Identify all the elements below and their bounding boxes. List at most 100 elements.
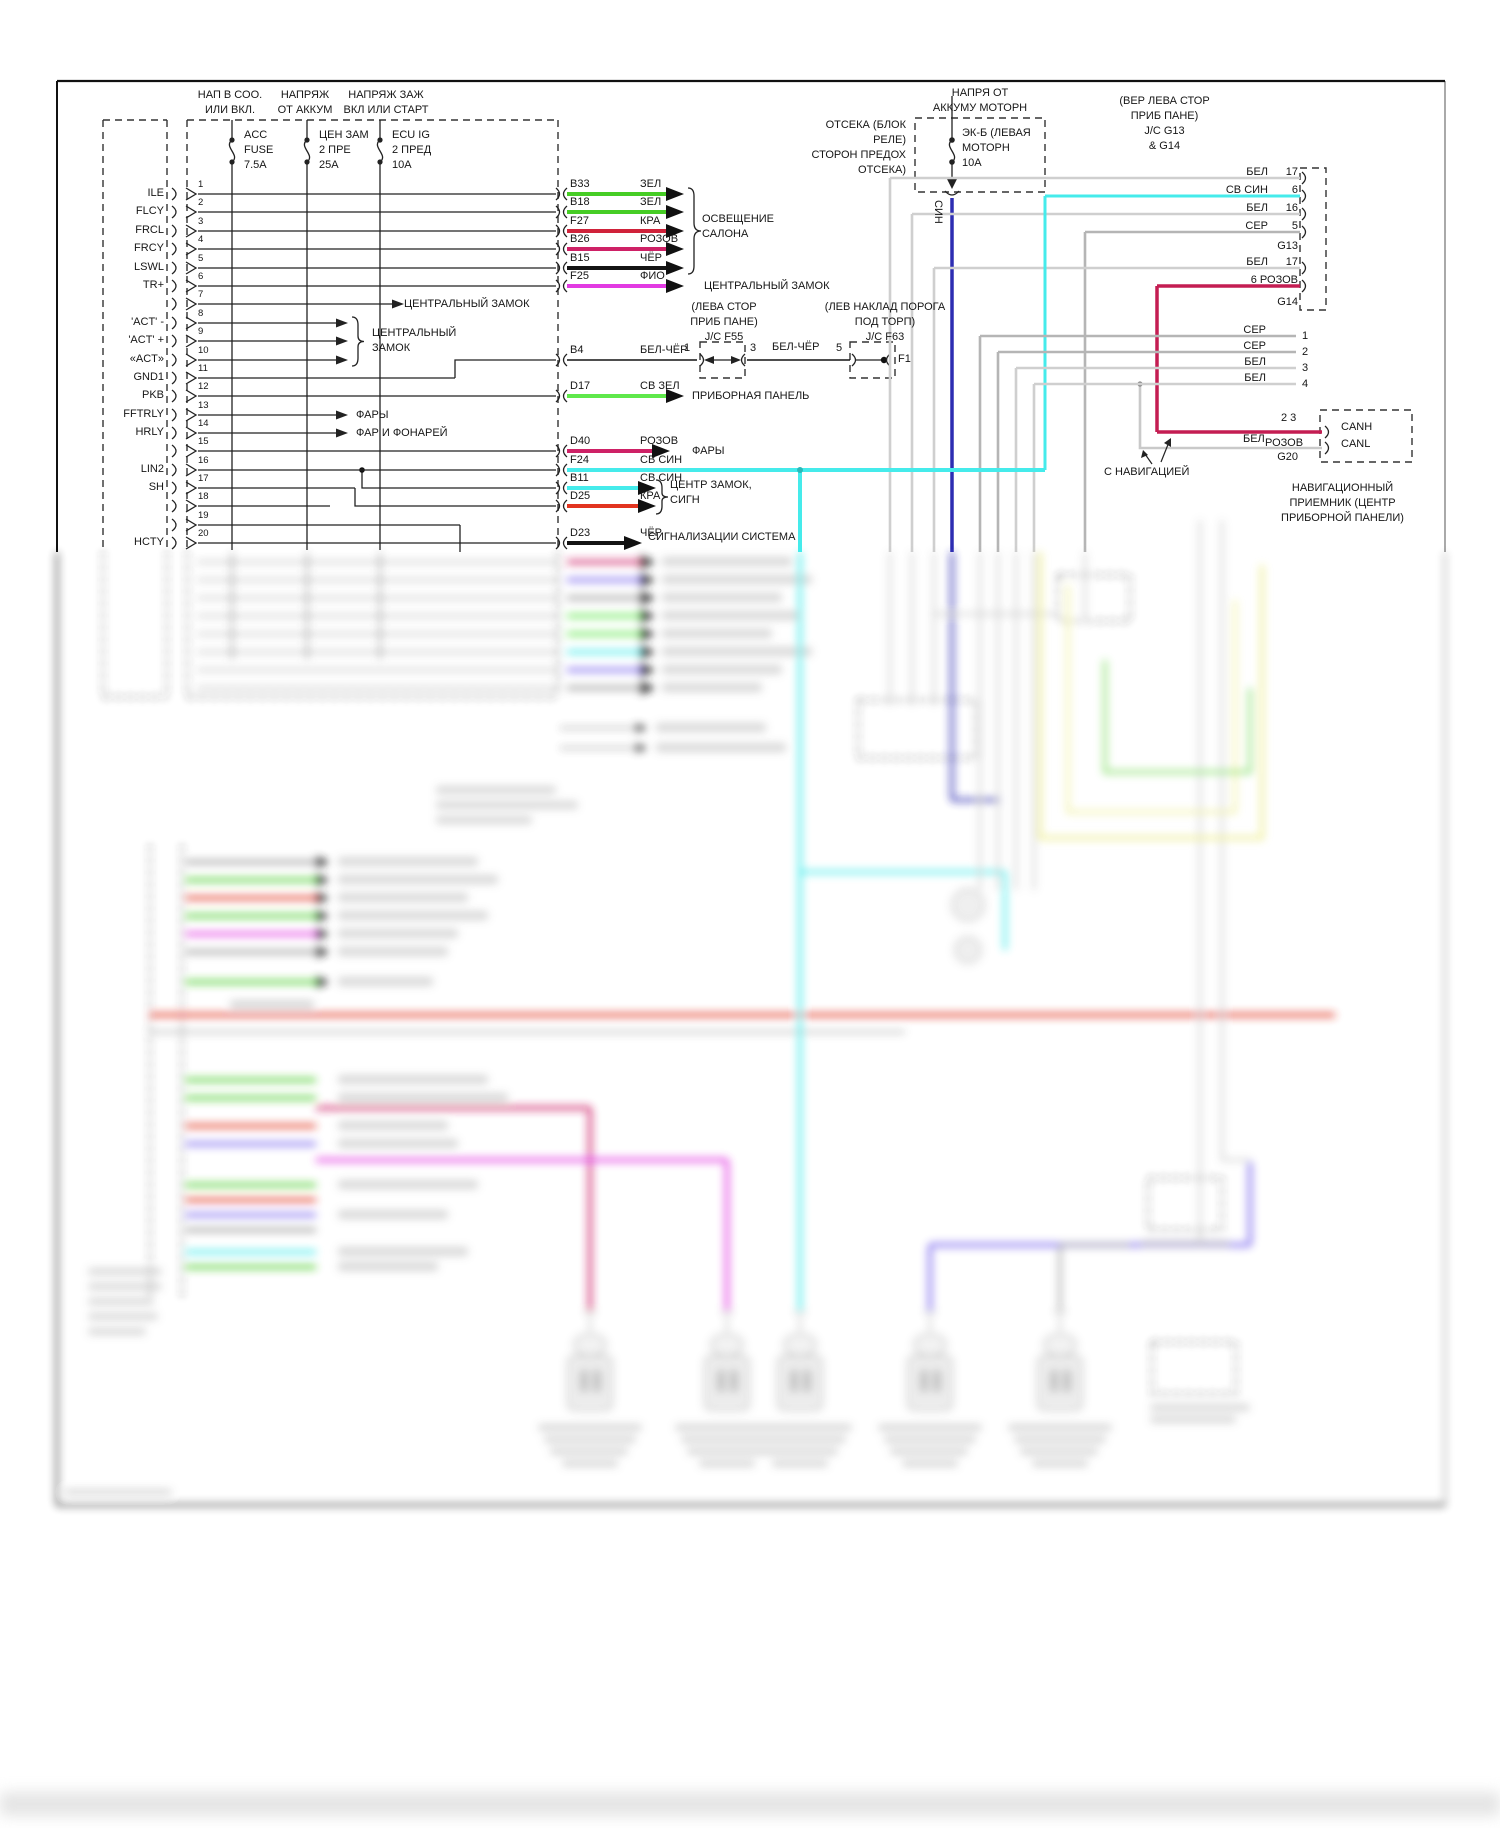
- wire-line: [185, 463, 198, 477]
- wire-line: [555, 279, 568, 293]
- cyan-net: [567, 467, 1045, 552]
- wire-id: D23: [570, 527, 591, 539]
- dest-cabin-light: ОСВЕЩЕНИЕ САЛОНА: [702, 213, 775, 240]
- dest-headlights: ФАРЫ: [692, 445, 725, 457]
- arrowhead: [624, 536, 642, 550]
- pin-number: 2: [198, 197, 204, 208]
- branch-row-color: СЕР: [1243, 340, 1266, 352]
- wire-line: [171, 444, 177, 458]
- wire-color: СВ ЗЕЛ: [640, 380, 680, 392]
- g13-row-pin: 16: [1285, 202, 1298, 214]
- wire-line: [555, 242, 568, 256]
- pin-label: FRCY: [134, 242, 164, 254]
- nav-canl: CANL: [1341, 438, 1371, 450]
- wire-line: [171, 426, 177, 440]
- wire-line: [171, 463, 177, 477]
- jc-f63-pin-left: 5: [836, 342, 843, 354]
- pin-label: LIN2: [140, 463, 164, 475]
- pin-label: «ACT»: [129, 353, 164, 365]
- jc-g13-wires: [888, 171, 1330, 552]
- pin-number: 1: [198, 179, 204, 190]
- wire-line: [171, 371, 177, 385]
- g13-row-color: БЕЛ: [1246, 202, 1268, 214]
- wire-line: [171, 242, 177, 256]
- arrowhead: [666, 224, 684, 238]
- wire-id: F25: [570, 270, 589, 282]
- dest-central-lock: ЦЕНТРАЛЬНЫЙ ЗАМОК: [704, 280, 830, 292]
- pin-label: GND1: [133, 371, 164, 383]
- wire-line: [185, 426, 198, 440]
- branch-row-pin: 2: [1302, 346, 1309, 358]
- ecu-box: [186, 119, 559, 550]
- schematic-lines: [56, 79, 1446, 552]
- wire-line: [185, 481, 198, 495]
- wire-line: [185, 242, 198, 256]
- bottom-blur-bar: [0, 1792, 1500, 1816]
- dest-headlights-inner: ФАРЫ: [356, 409, 389, 421]
- jc-f63-header: (ЛЕВ НАКЛАД ПОРОГА ПОД ТОРП) J/C F63: [824, 301, 946, 343]
- pin-label: FFTRLY: [123, 408, 164, 420]
- wire-line: [171, 224, 177, 238]
- g13-row-pin: 6: [1291, 184, 1298, 196]
- wire-line: [171, 279, 177, 293]
- branch-row-pin: 3: [1302, 362, 1309, 374]
- wire-line: [555, 481, 568, 495]
- wire-line: [555, 499, 568, 513]
- arrowhead: [392, 299, 404, 309]
- pin-number: 8: [198, 308, 204, 319]
- wire-line: [185, 536, 198, 550]
- wire-id: B15: [570, 252, 590, 264]
- wire-line: [185, 224, 198, 238]
- supply-header-acc: НАП В СОО. ИЛИ ВКЛ.: [197, 89, 263, 116]
- wire-line: [171, 408, 177, 422]
- branch-row-color: БЕЛ: [1244, 372, 1266, 384]
- jc-f55-pin-left: 1: [684, 342, 691, 354]
- wire-id: B4: [570, 344, 584, 356]
- arrowhead: [336, 410, 348, 420]
- engine-power-header: НАПРЯ ОТ АККУМУ МОТОРН: [932, 87, 1028, 114]
- g13-row-color: СЕР: [1245, 220, 1268, 232]
- pin-label: LSWL: [134, 261, 164, 273]
- arrowhead: [336, 318, 348, 328]
- pin-label: PKB: [141, 389, 164, 401]
- pin-number: 20: [198, 528, 209, 539]
- arrowhead: [336, 336, 348, 346]
- g13-row-pin: 5: [1291, 220, 1298, 232]
- wire-line: [555, 463, 568, 477]
- wire-line: [555, 389, 568, 403]
- wire-line: [185, 499, 198, 513]
- pin-number: 16: [198, 455, 209, 466]
- g13-row-pin: 17: [1285, 166, 1298, 178]
- arrowhead: [638, 499, 656, 513]
- fuse-door-label: ЦЕН ЗАМ 2 ПРЕ 25A: [319, 129, 369, 171]
- wire-line: [171, 297, 177, 311]
- dest-central-lock-group: ЦЕНТРАЛЬНЫЙ ЗАМОК: [372, 327, 457, 354]
- wire-line: [171, 205, 177, 219]
- g13-row-color: СВ СИН: [1225, 184, 1268, 196]
- pin-label: TR+: [142, 279, 164, 291]
- pin-label: HCTY: [134, 536, 164, 548]
- dest-central-lock-inner: ЦЕНТРАЛЬНЫЙ ЗАМОК: [404, 298, 530, 310]
- pin-number: 5: [198, 253, 204, 264]
- wire-id: F27: [570, 215, 589, 227]
- pin-label: 'ACT' +: [128, 334, 164, 346]
- arrowhead: [666, 279, 684, 293]
- g14-pink-row: 6 РОЗОВ: [1250, 274, 1298, 286]
- arrowhead: [666, 187, 684, 201]
- pin-number: 12: [198, 381, 209, 392]
- fuse-symbols: [228, 120, 384, 550]
- wire-line: [171, 389, 177, 403]
- nav-pin-numbers: 2 3: [1281, 412, 1297, 424]
- pin-number: 18: [198, 491, 209, 502]
- wire-line: [185, 334, 198, 348]
- wire-line: [555, 187, 568, 201]
- wire-line: [555, 536, 568, 550]
- wire-color: ЗЕЛ: [640, 178, 662, 190]
- wire-line: [555, 205, 568, 219]
- wire-line: [185, 408, 198, 422]
- pin-number: 7: [198, 289, 204, 300]
- pin-number: 3: [198, 216, 204, 227]
- wire-id: D40: [570, 435, 591, 447]
- wire-id: D25: [570, 490, 591, 502]
- wire-id: F24: [570, 454, 589, 466]
